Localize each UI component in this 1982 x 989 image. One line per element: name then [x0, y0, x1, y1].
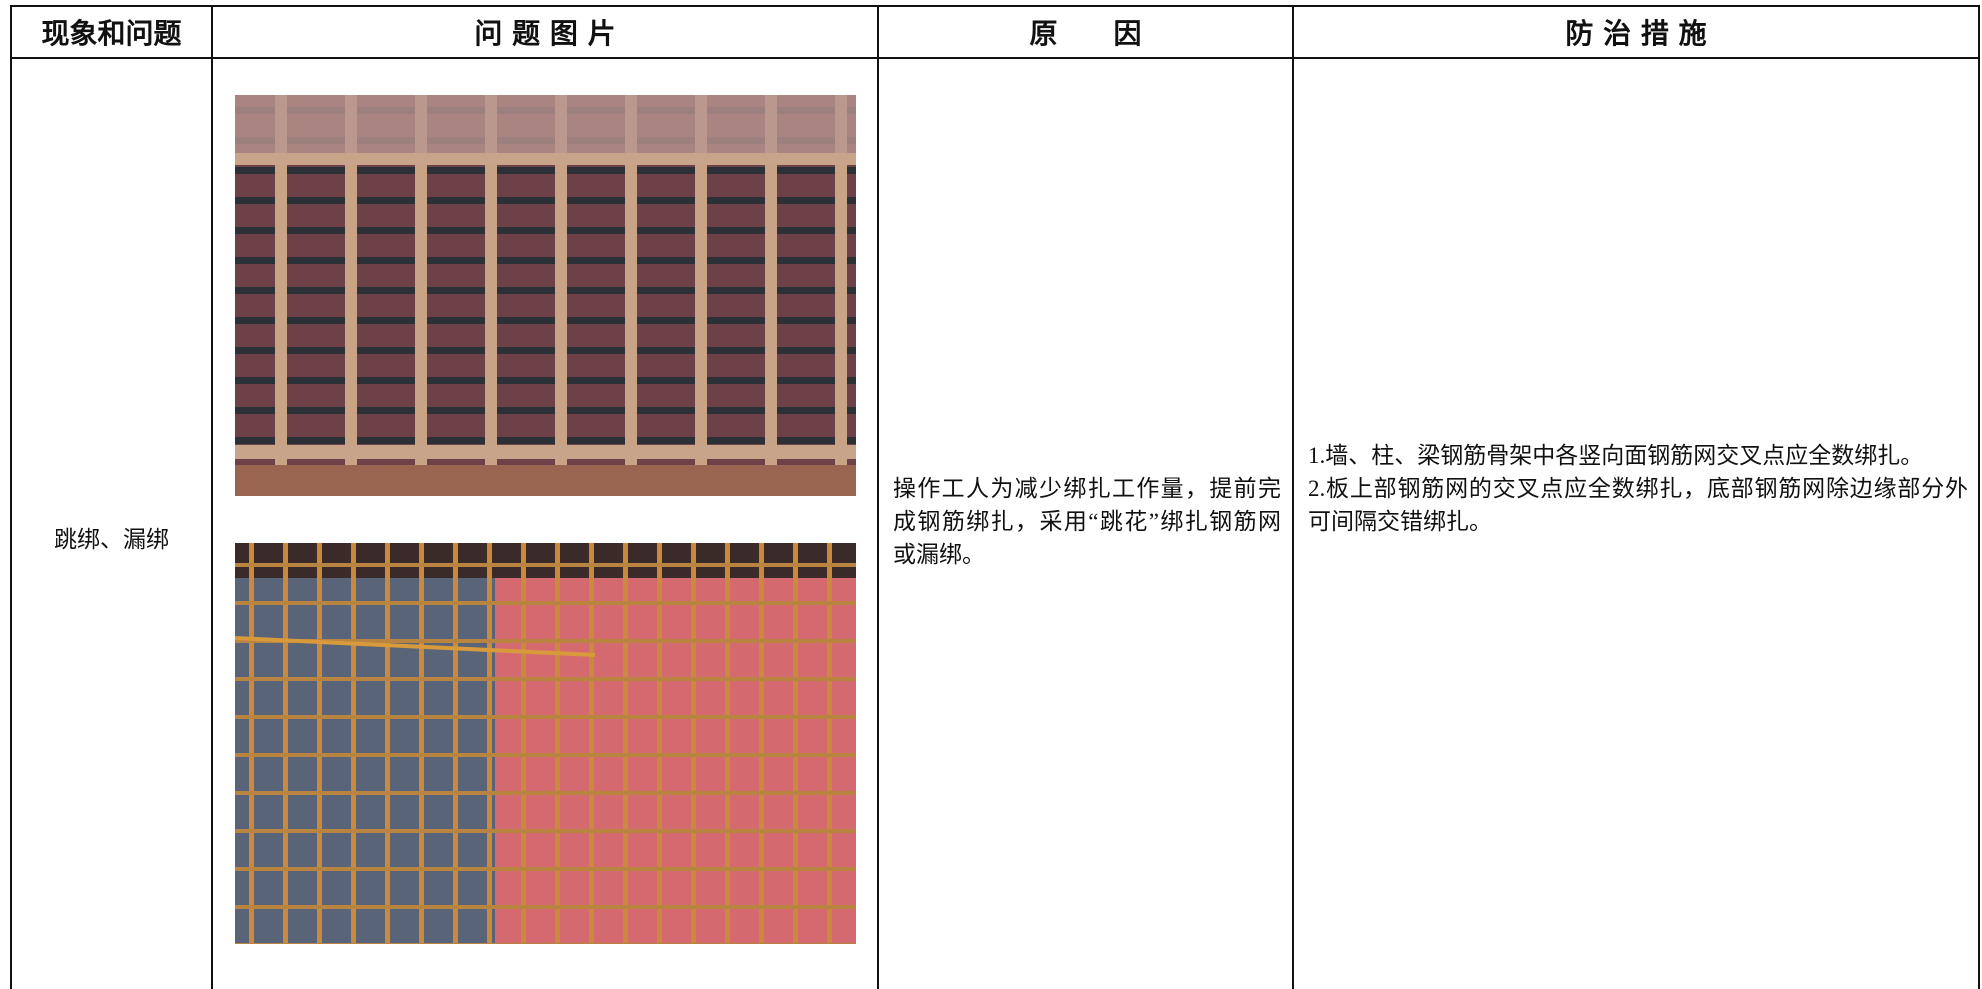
header-cell: 现象和问题: [41, 17, 182, 50]
measure: 2.板上部钢筋网的交叉点应全数绑扎，底部钢筋网除边缘部分外可间隔交错绑扎。: [1308, 476, 1968, 534]
border: [1292, 5, 1294, 989]
border: [10, 5, 1980, 7]
border: [10, 57, 1980, 59]
reason: 操作工人为减少绑扎工作量，提前完成钢筋绑扎，采用“跳花”绑扎钢筋网或漏绑。: [893, 476, 1281, 567]
border: [211, 5, 213, 989]
header-cell: 防 治 措 施: [1565, 17, 1707, 50]
phenomenon: 跳绑、漏绑: [54, 527, 169, 552]
border: [877, 5, 879, 989]
border: [10, 5, 12, 989]
measures: 1.墙、柱、梁钢筋骨架中各竖向面钢筋网交叉点应全数绑扎。 2.板上部钢筋网的交叉…: [1308, 439, 1968, 538]
header-cell: 原 因: [1029, 17, 1142, 50]
header-cell: 问 题 图 片: [474, 17, 616, 50]
photo-rebar-cage: [235, 95, 856, 496]
photo-rebar-mesh: [235, 543, 856, 944]
measure: 1.墙、柱、梁钢筋骨架中各竖向面钢筋网交叉点应全数绑扎。: [1308, 443, 1924, 468]
border: [1978, 5, 1980, 989]
